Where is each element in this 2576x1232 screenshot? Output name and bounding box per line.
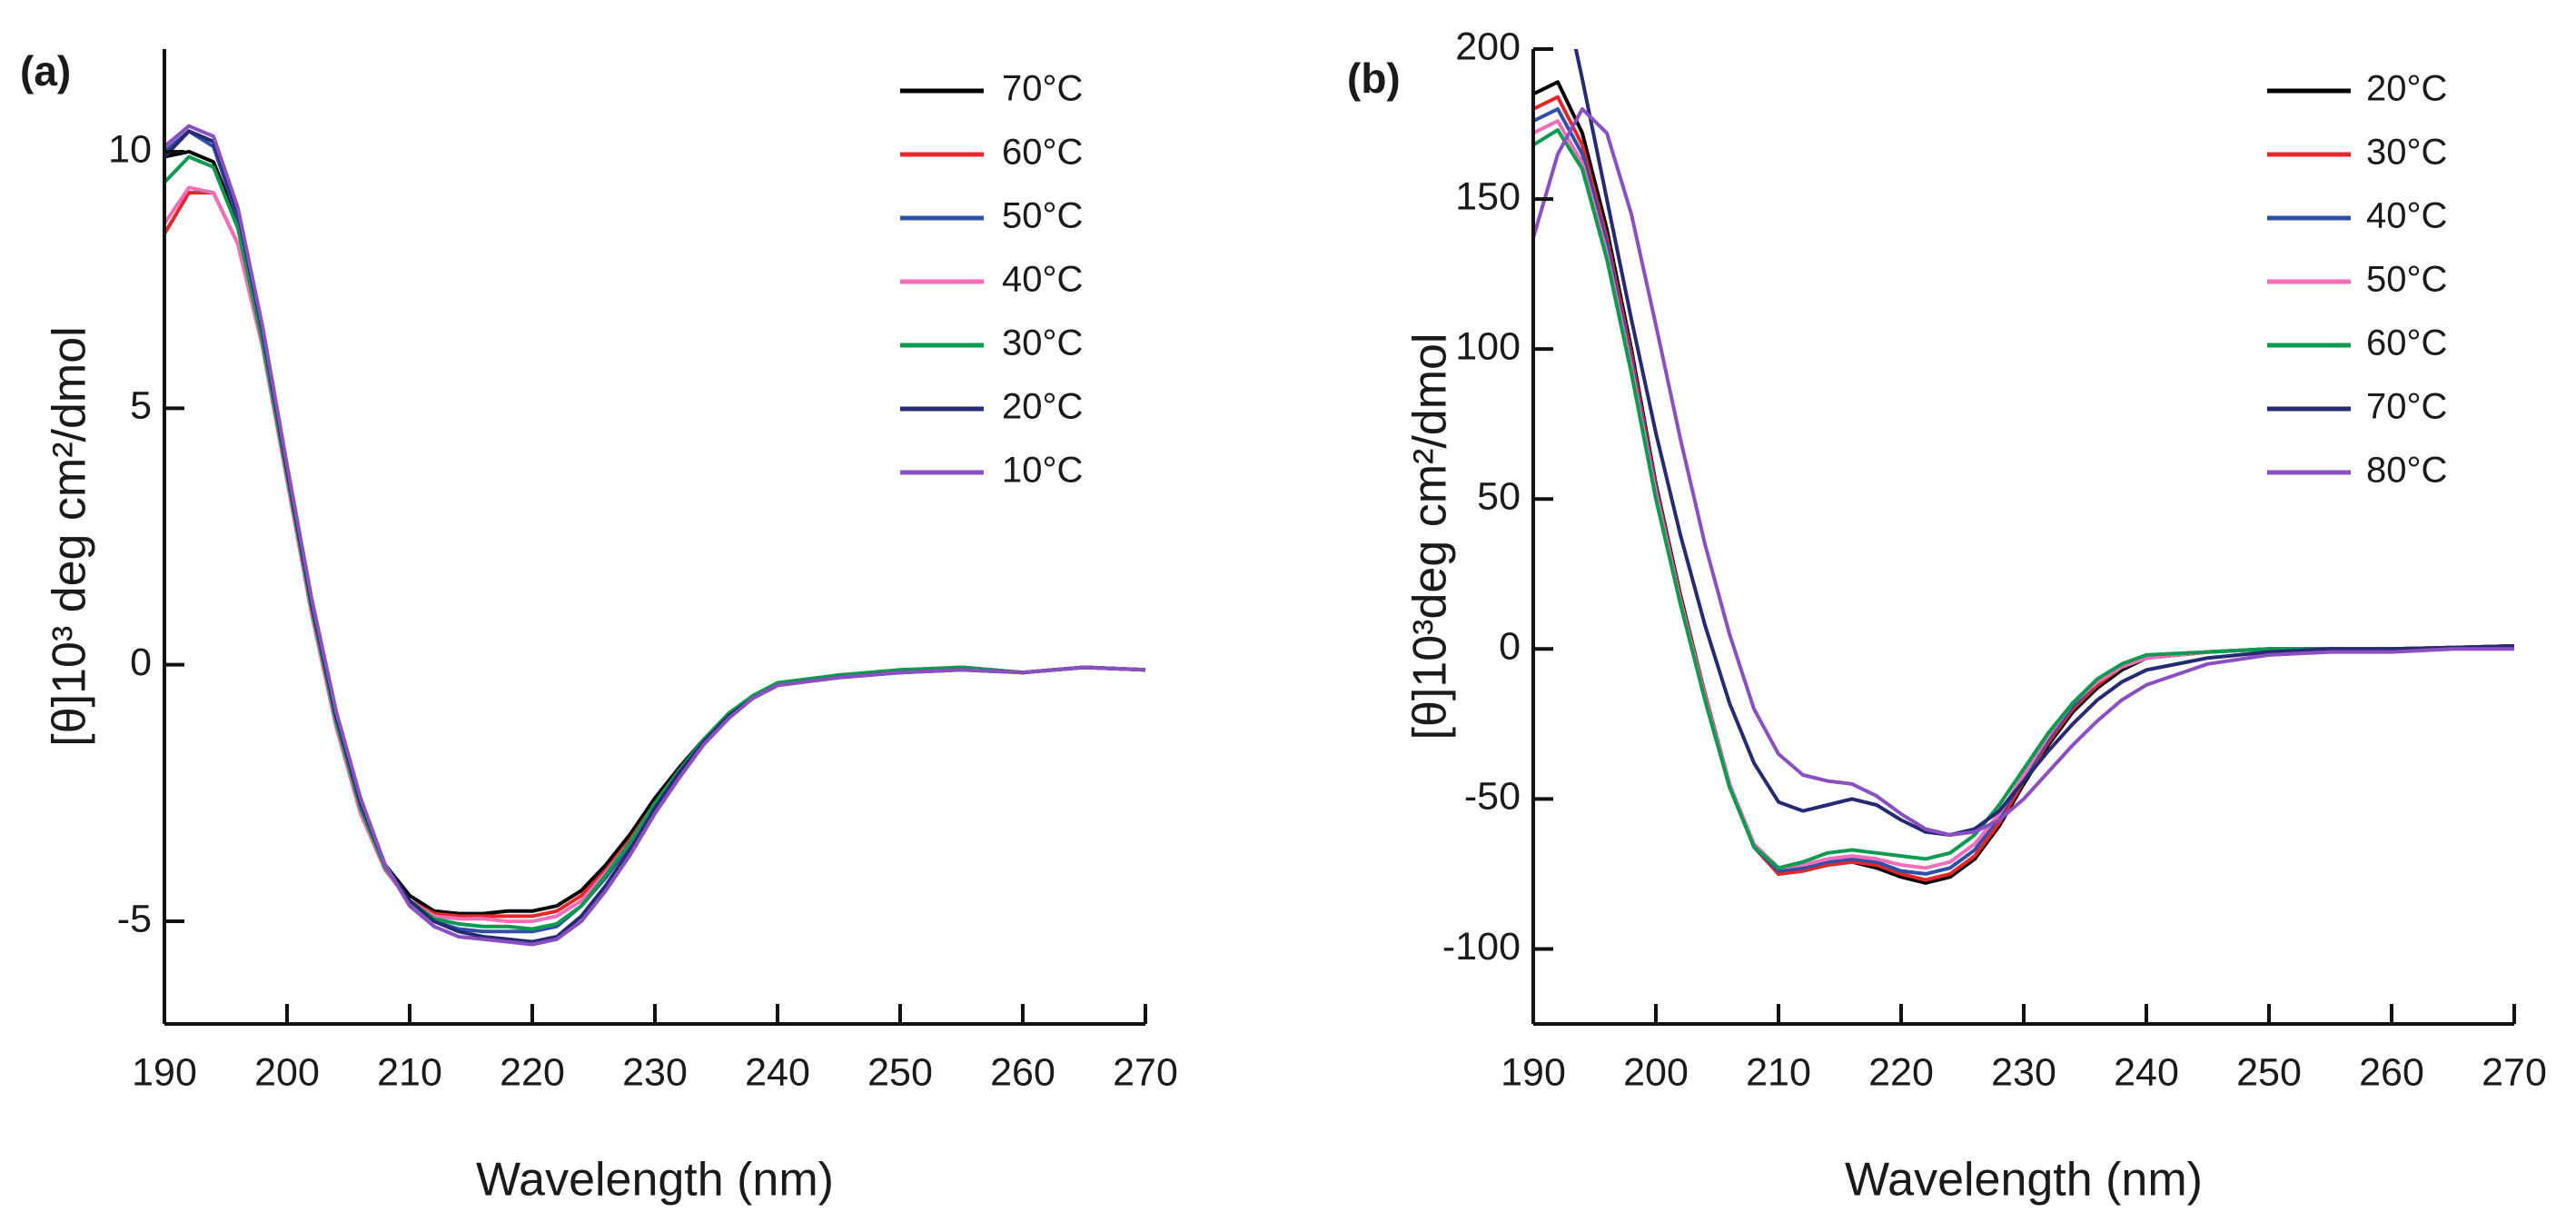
x-axis-title: Wavelength (nm) [476, 1154, 834, 1207]
legend-label: 80°C [2366, 451, 2447, 491]
x-tick-label: 230 [622, 1050, 688, 1094]
y-tick-label: -100 [1442, 925, 1521, 969]
y-axis-title: [θ]10³deg cm²/dmol [1404, 333, 1457, 740]
y-tick-label: 150 [1455, 174, 1521, 218]
legend-label: 30°C [2366, 133, 2447, 173]
y-tick-label: 200 [1455, 25, 1521, 68]
x-tick-label: 270 [2482, 1050, 2547, 1094]
x-tick-label: 230 [1991, 1050, 2056, 1094]
legend-label: 70°C [1002, 69, 1083, 109]
plot-lines [164, 124, 1145, 947]
series-line [164, 129, 1145, 944]
y-tick-label: 100 [1455, 325, 1521, 369]
series-line [1533, 128, 2514, 870]
x-tick-label: 190 [1501, 1050, 1566, 1094]
y-tick-label: -5 [117, 897, 152, 940]
legend-label: 60°C [1002, 133, 1083, 173]
series-line [164, 149, 1145, 916]
x-tick-label: 260 [990, 1050, 1055, 1094]
x-tick-label: 270 [1113, 1050, 1178, 1094]
x-tick-label: 250 [2236, 1050, 2302, 1094]
legend-label: 40°C [1002, 260, 1083, 300]
x-tick-label: 190 [132, 1050, 197, 1094]
x-axis-title: Wavelength (nm) [1845, 1154, 2203, 1207]
y-tick-label: 5 [130, 384, 152, 428]
legend-label: 50°C [2366, 260, 2447, 300]
legend-label: 50°C [1002, 196, 1083, 236]
legend-label: 60°C [2366, 323, 2447, 363]
x-tick-label: 220 [1868, 1050, 1934, 1094]
legend-label: 10°C [1002, 451, 1083, 491]
plot-lines [1533, 49, 2514, 885]
x-tick-label: 260 [2359, 1050, 2424, 1094]
x-tick-label: 240 [745, 1050, 810, 1094]
x-tick-label: 200 [1623, 1050, 1689, 1094]
series-line [1533, 107, 2514, 837]
y-tick-label: 0 [130, 641, 152, 684]
legend-label: 20°C [2366, 69, 2447, 109]
y-axis-title: [θ]10³ deg cm²/dmol [44, 326, 96, 746]
y-tick-label: 50 [1477, 475, 1521, 519]
series-line [164, 124, 1145, 947]
x-tick-label: 200 [254, 1050, 320, 1094]
x-tick-label: 220 [500, 1050, 565, 1094]
x-tick-label: 240 [2114, 1050, 2179, 1094]
panel-label: (b) [1347, 55, 1401, 102]
legend-label: 70°C [2366, 387, 2447, 427]
series-line [1573, 49, 2514, 837]
y-tick-label: 0 [1499, 625, 1521, 669]
legend-label: 40°C [2366, 196, 2447, 236]
legend-label: 30°C [1002, 323, 1083, 363]
y-tick-label: -50 [1464, 775, 1521, 819]
x-tick-label: 250 [867, 1050, 933, 1094]
x-tick-label: 210 [1746, 1050, 1811, 1094]
y-tick-label: 10 [108, 127, 152, 171]
x-tick-label: 210 [377, 1050, 442, 1094]
panel-label: (a) [20, 47, 71, 94]
legend-label: 20°C [1002, 387, 1083, 427]
